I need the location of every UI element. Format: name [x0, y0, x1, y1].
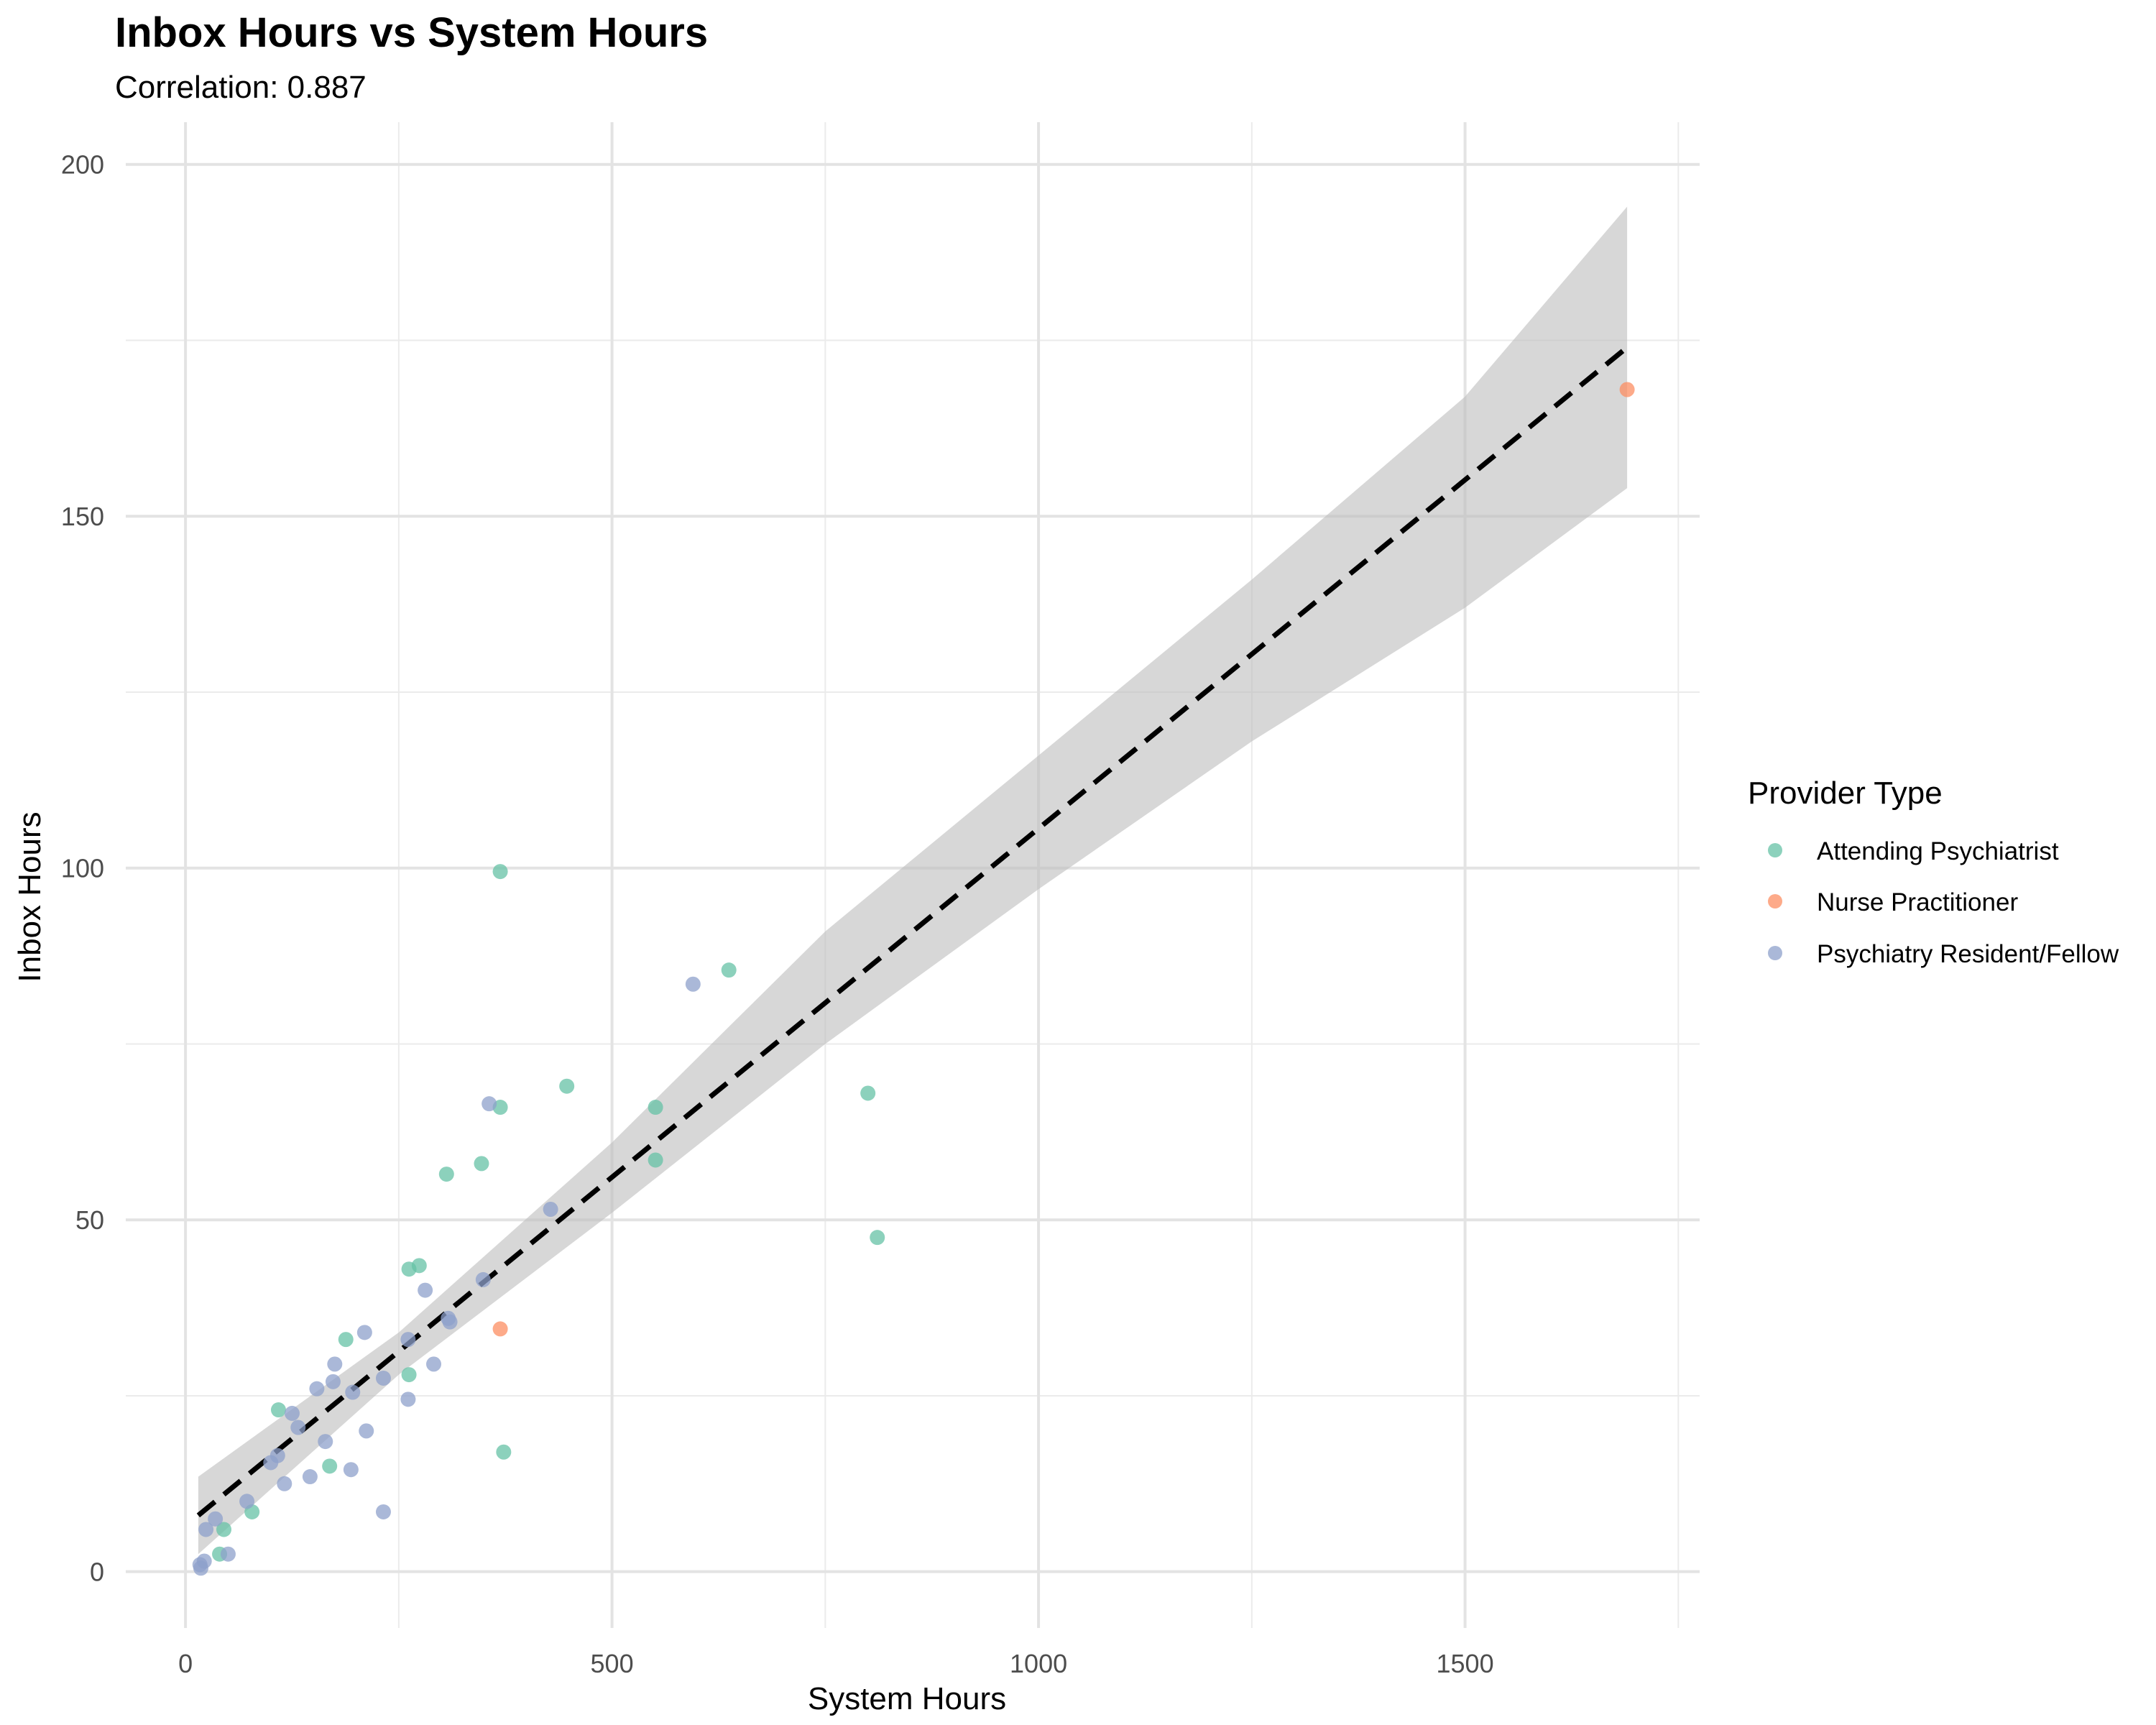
point-psychiatry-resident-fellow	[302, 1469, 318, 1485]
point-psychiatry-resident-fellow	[325, 1374, 341, 1389]
x-tick-label: 1000	[1010, 1649, 1067, 1678]
point-attending-psychiatrist	[648, 1100, 663, 1116]
legend: Provider Type Attending Psychiatrist Nur…	[1748, 776, 2119, 968]
point-attending-psychiatrist	[496, 1444, 512, 1460]
point-psychiatry-resident-fellow	[343, 1462, 359, 1478]
point-nurse-practitioner	[1619, 382, 1635, 397]
point-psychiatry-resident-fellow	[290, 1420, 306, 1435]
axis-tick-labels: 0 500 1000 1500 0 50 100 150 200	[61, 150, 1494, 1678]
point-attending-psychiatrist	[870, 1230, 885, 1246]
point-psychiatry-resident-fellow	[220, 1546, 236, 1562]
point-psychiatry-resident-fellow	[418, 1282, 433, 1298]
legend-marker-nurse	[1768, 894, 1782, 908]
y-tick-label: 50	[75, 1205, 104, 1235]
chart-subtitle: Correlation: 0.887	[115, 70, 367, 105]
y-tick-label: 100	[61, 854, 104, 883]
y-axis-title: Inbox Hours	[12, 811, 47, 982]
point-psychiatry-resident-fellow	[375, 1504, 391, 1519]
confidence-band-area	[198, 206, 1628, 1555]
point-psychiatry-resident-fellow	[400, 1392, 416, 1407]
point-psychiatry-resident-fellow	[400, 1332, 416, 1348]
x-tick-label: 0	[178, 1649, 193, 1678]
point-attending-psychiatrist	[322, 1458, 338, 1474]
point-psychiatry-resident-fellow	[426, 1356, 442, 1372]
point-psychiatry-resident-fellow	[263, 1455, 279, 1471]
point-psychiatry-resident-fellow	[309, 1381, 325, 1397]
point-attending-psychiatrist	[438, 1167, 454, 1182]
point-attending-psychiatrist	[860, 1085, 876, 1101]
point-psychiatry-resident-fellow	[475, 1271, 491, 1287]
point-psychiatry-resident-fellow	[543, 1202, 558, 1218]
point-psychiatry-resident-fellow	[442, 1314, 458, 1330]
point-psychiatry-resident-fellow	[359, 1423, 374, 1439]
point-psychiatry-resident-fellow	[284, 1405, 300, 1421]
point-attending-psychiatrist	[474, 1156, 489, 1172]
point-psychiatry-resident-fellow	[356, 1325, 372, 1340]
point-psychiatry-resident-fellow	[327, 1356, 343, 1372]
point-attending-psychiatrist	[338, 1332, 354, 1348]
legend-title: Provider Type	[1748, 776, 1943, 811]
chart-title: Inbox Hours vs System Hours	[115, 9, 708, 56]
point-psychiatry-resident-fellow	[277, 1476, 292, 1491]
y-tick-label: 200	[61, 150, 104, 180]
x-tick-label: 1500	[1437, 1649, 1494, 1678]
point-psychiatry-resident-fellow	[345, 1384, 361, 1400]
trend-line-path	[196, 345, 1629, 1518]
point-psychiatry-resident-fellow	[482, 1096, 497, 1112]
legend-marker-attending	[1768, 843, 1782, 857]
point-attending-psychiatrist	[216, 1522, 232, 1537]
point-attending-psychiatrist	[401, 1367, 417, 1383]
confidence-band	[198, 206, 1628, 1555]
point-psychiatry-resident-fellow	[239, 1494, 255, 1509]
point-psychiatry-resident-fellow	[198, 1522, 214, 1537]
legend-marker-resident	[1768, 946, 1782, 960]
x-axis-title: System Hours	[808, 1681, 1006, 1716]
point-psychiatry-resident-fellow	[375, 1370, 391, 1386]
point-psychiatry-resident-fellow	[318, 1434, 333, 1450]
point-attending-psychiatrist	[401, 1261, 417, 1277]
point-attending-psychiatrist	[270, 1402, 286, 1418]
legend-label-nurse: Nurse Practitioner	[1817, 888, 2018, 916]
point-attending-psychiatrist	[492, 864, 508, 880]
point-psychiatry-resident-fellow	[208, 1511, 224, 1527]
point-psychiatry-resident-fellow	[685, 976, 701, 992]
point-attending-psychiatrist	[559, 1078, 575, 1094]
point-nurse-practitioner	[492, 1321, 508, 1337]
data-points	[192, 382, 1635, 1576]
point-attending-psychiatrist	[648, 1152, 663, 1168]
x-tick-label: 500	[591, 1649, 634, 1678]
point-attending-psychiatrist	[721, 962, 737, 978]
y-tick-label: 150	[61, 502, 104, 531]
point-psychiatry-resident-fellow	[193, 1560, 208, 1576]
legend-label-resident: Psychiatry Resident/Fellow	[1817, 940, 2119, 968]
y-tick-label: 0	[90, 1558, 104, 1587]
trend-line	[196, 345, 1629, 1518]
legend-label-attending: Attending Psychiatrist	[1817, 837, 2059, 865]
